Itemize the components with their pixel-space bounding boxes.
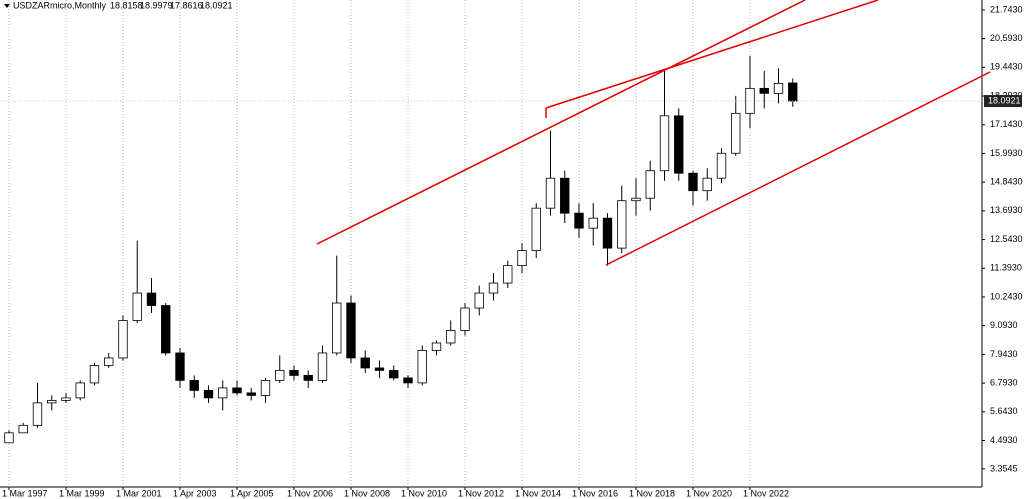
candle-body xyxy=(659,115,670,172)
y-tick-label: 10.2430 xyxy=(990,291,1023,301)
y-tick-label: 6.7930 xyxy=(990,377,1018,387)
candle-body xyxy=(260,380,271,396)
candle-body xyxy=(417,350,427,384)
x-tick-label: 1 Apr 2005 xyxy=(230,488,274,498)
candle-body xyxy=(460,307,470,331)
current-price-box xyxy=(984,95,1022,108)
y-tick-label: 19.4430 xyxy=(990,62,1023,72)
candle-body xyxy=(645,170,655,199)
trend-lines xyxy=(316,0,991,266)
candle-body xyxy=(474,292,484,309)
header-low: 17.8616 xyxy=(170,0,203,10)
trend-line xyxy=(605,71,991,266)
x-tick-label: 1 Mar 2001 xyxy=(116,488,162,498)
candle-body xyxy=(574,212,584,229)
candle-body xyxy=(104,357,114,366)
candle-body xyxy=(403,377,413,384)
symbol-title: USDZARmicro,Monthly xyxy=(13,0,107,10)
y-tick-label: 12.5430 xyxy=(990,234,1023,244)
x-tick-label: 1 Nov 2020 xyxy=(686,488,732,498)
x-tick-label: 1 Nov 2022 xyxy=(743,488,789,498)
x-tick-label: 1 Nov 2016 xyxy=(572,488,618,498)
candle-body xyxy=(773,82,784,94)
y-tick-label: 4.4930 xyxy=(990,435,1018,445)
y-tick-label: 21.7430 xyxy=(990,4,1023,14)
candle-body xyxy=(232,387,242,394)
trend-line xyxy=(545,0,879,109)
candle-body xyxy=(431,342,442,351)
candle-body xyxy=(146,292,157,306)
candle-body xyxy=(531,207,541,252)
candle-body xyxy=(602,217,613,249)
x-tick-label: 1 Apr 2003 xyxy=(173,488,217,498)
candle-body xyxy=(759,87,769,94)
trend-line xyxy=(316,0,806,245)
candle-body xyxy=(674,115,684,174)
candle-body xyxy=(75,382,85,399)
candle-body xyxy=(716,152,727,179)
candle-body xyxy=(503,265,513,284)
header-high: 18.9979 xyxy=(140,0,173,10)
candle-body xyxy=(360,357,370,369)
candle-body xyxy=(32,402,43,426)
candle-body xyxy=(374,367,385,371)
candle-body xyxy=(631,197,641,202)
candle-body xyxy=(560,177,570,214)
candle-body xyxy=(4,432,14,444)
header-open: 18.8158 xyxy=(110,0,143,10)
current-price-label: 18.0921 xyxy=(988,95,1021,105)
candle-body xyxy=(47,399,57,404)
x-tick-label: 1 Nov 2008 xyxy=(344,488,390,498)
header-close: 18.0921 xyxy=(200,0,233,10)
y-tick-label: 7.9430 xyxy=(990,349,1018,359)
candle-body xyxy=(317,352,328,381)
y-tick-label: 20.5930 xyxy=(990,33,1023,43)
y-tick-label: 15.9930 xyxy=(990,148,1023,158)
candle-body xyxy=(702,177,712,192)
candle-body xyxy=(161,305,171,354)
candle-body xyxy=(175,352,185,381)
x-tick-label: 1 Nov 2010 xyxy=(401,488,447,498)
x-tick-label: 1 Mar 1999 xyxy=(59,488,105,498)
candle-body xyxy=(61,397,71,401)
candle-body xyxy=(132,292,142,321)
candle-body xyxy=(545,177,556,209)
candle-body xyxy=(203,389,214,399)
x-tick-label: 1 Nov 2018 xyxy=(629,488,675,498)
x-tick-label: 1 Nov 2014 xyxy=(515,488,561,498)
candle-body xyxy=(588,217,598,229)
y-tick-label: 13.6930 xyxy=(990,205,1023,215)
y-tick-label: 9.0930 xyxy=(990,320,1018,330)
x-tick-label: 1 Nov 2006 xyxy=(287,488,333,498)
candle-body xyxy=(389,370,399,379)
candle-body xyxy=(332,302,342,354)
candle-body xyxy=(303,375,313,381)
candle-body xyxy=(218,387,228,399)
candle-body xyxy=(488,282,499,294)
candle-body xyxy=(18,424,28,434)
candle-body xyxy=(89,365,100,384)
candle-body xyxy=(118,320,128,359)
candle-body xyxy=(346,302,356,359)
y-tick-label: 3.3545 xyxy=(990,463,1018,473)
y-tick-label: 11.3930 xyxy=(990,263,1022,273)
x-tick-label: 1 Mar 1997 xyxy=(2,488,48,498)
candle-body xyxy=(688,172,698,192)
candle-body xyxy=(289,370,299,376)
candle-body xyxy=(731,112,741,154)
candle-body xyxy=(275,370,285,381)
candle-body xyxy=(246,392,256,396)
candle-body xyxy=(446,330,456,344)
y-tick-label: 14.8430 xyxy=(990,177,1023,187)
candle-body xyxy=(617,200,627,249)
candle-body xyxy=(788,82,798,102)
menu-arrow[interactable] xyxy=(4,4,10,8)
y-tick-label: 17.1430 xyxy=(990,119,1023,129)
candle-body xyxy=(517,250,527,266)
candle-body xyxy=(189,380,199,391)
x-tick-label: 1 Nov 2012 xyxy=(458,488,504,498)
y-tick-label: 5.6430 xyxy=(990,406,1018,416)
